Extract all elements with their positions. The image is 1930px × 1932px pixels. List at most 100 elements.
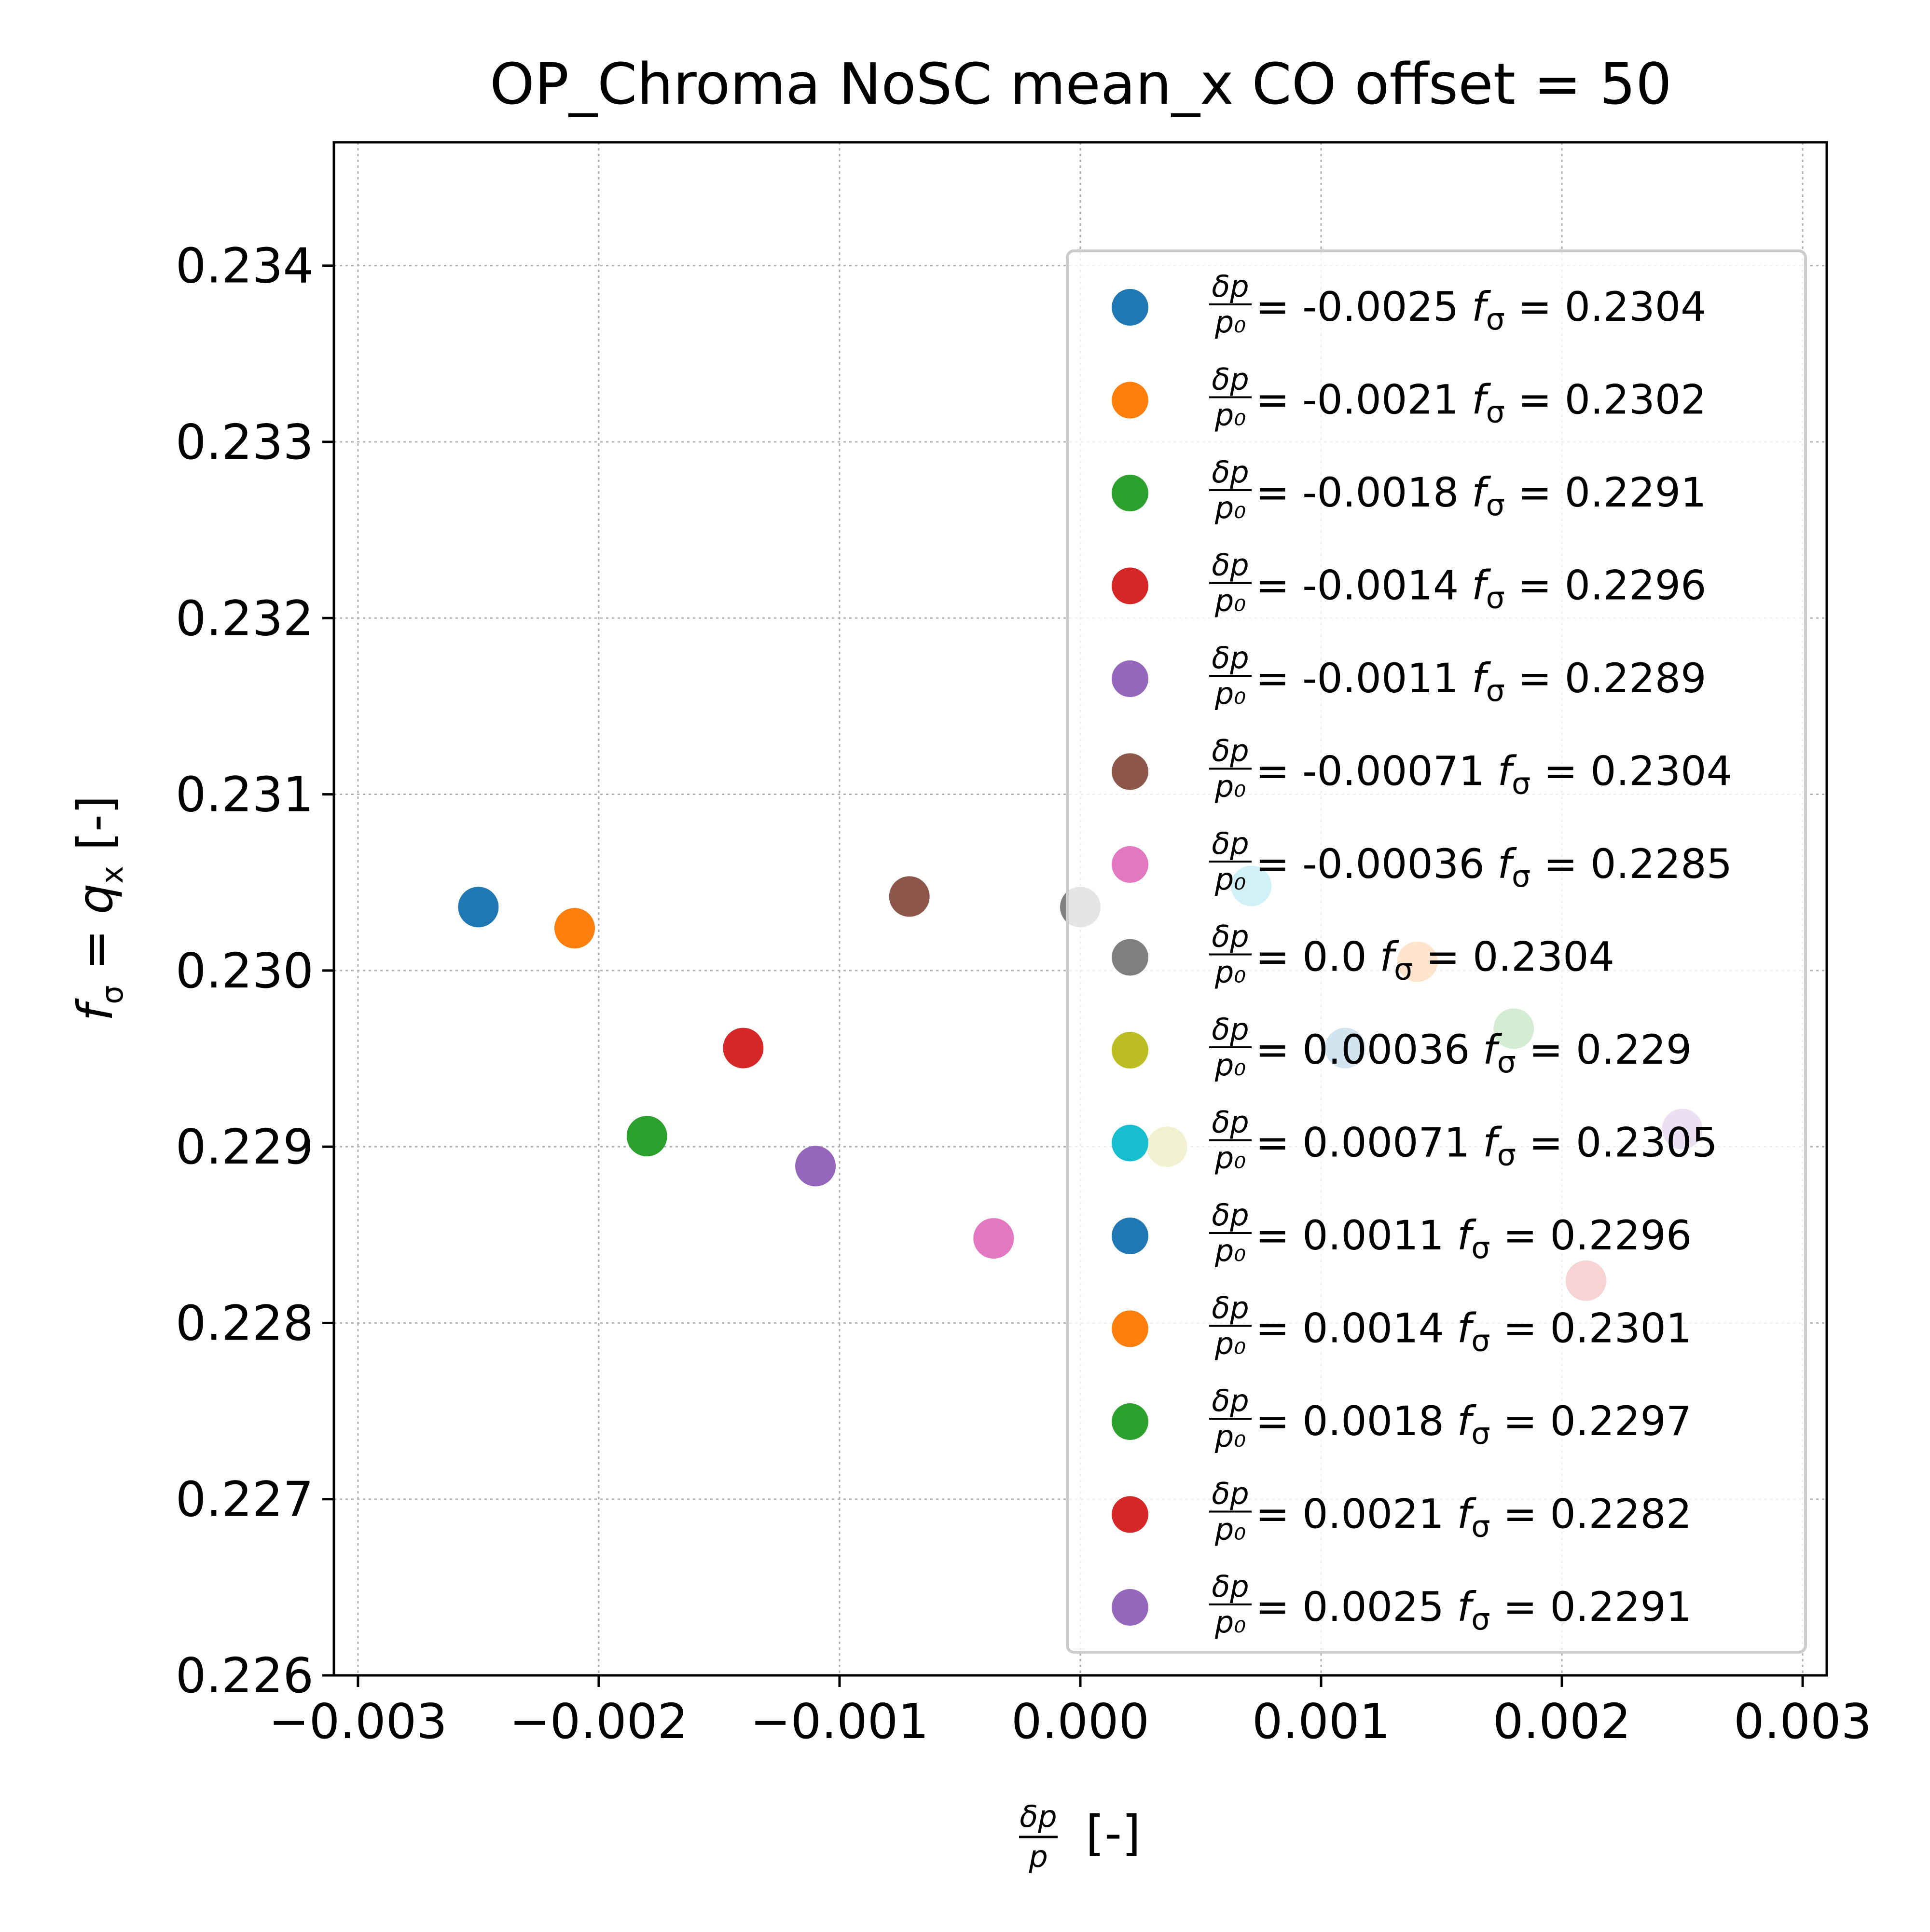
legend-frac-denominator: p₀ [1214, 1604, 1246, 1640]
legend-frac-numerator: δp [1212, 269, 1249, 304]
legend-marker [1112, 382, 1148, 419]
legend-label: = 0.00036 fσ = 0.229 [1255, 1026, 1692, 1080]
legend-frac-denominator: p₀ [1214, 1512, 1246, 1547]
legend-marker [1112, 1589, 1148, 1626]
legend-frac-denominator: p₀ [1214, 769, 1246, 804]
legend-label: = -0.0018 fσ = 0.2291 [1255, 469, 1707, 522]
y-label-q: q [67, 884, 124, 914]
y-axis-ticks: 0.226 0.227 0.228 0.229 0.230 0.231 0.232 0.233… [176, 238, 334, 1704]
legend-frac-numerator: δp [1212, 733, 1249, 768]
legend-frac-denominator: p₀ [1214, 1140, 1246, 1176]
legend-marker [1112, 289, 1148, 326]
legend-frac-denominator: p₀ [1214, 1419, 1246, 1454]
legend-frac-numerator: δp [1212, 1569, 1249, 1604]
x-axis-ticks: −0.003 −0.002 −0.001 0.000 0.001 0.002 0.003 [269, 1675, 1872, 1750]
x-tick-label: 0.001 [1252, 1693, 1390, 1750]
legend-frac-denominator: p₀ [1214, 490, 1246, 525]
x-tick-label: 0.000 [1011, 1693, 1149, 1750]
legend-label: = 0.0018 fσ = 0.2297 [1255, 1398, 1692, 1451]
legend-frac-denominator: p₀ [1214, 583, 1246, 618]
legend-frac-denominator: p₀ [1214, 676, 1246, 711]
legend-marker [1112, 846, 1148, 883]
legend-label: = 0.0011 fσ = 0.2296 [1255, 1212, 1692, 1265]
x-tick-label: −0.002 [510, 1693, 688, 1750]
y-tick-label: 0.229 [176, 1119, 314, 1175]
legend-label: = 0.0 fσ = 0.2304 [1255, 933, 1614, 987]
legend-marker [1112, 1032, 1148, 1069]
legend-marker [1112, 1496, 1148, 1533]
legend-frac-numerator: δp [1212, 826, 1249, 861]
svg-text:fσ = qx [-]: fσ = qx [-] [67, 795, 130, 1021]
y-label-unit: [-] [67, 795, 124, 866]
y-tick-label: 0.234 [176, 238, 314, 294]
legend-frac-numerator: δp [1212, 1105, 1249, 1140]
legend-frac-denominator: p₀ [1214, 397, 1246, 433]
y-tick-label: 0.232 [176, 590, 314, 646]
legend-marker [1112, 1218, 1148, 1254]
legend-label: = -0.0021 fσ = 0.2302 [1255, 376, 1707, 430]
legend-marker [1112, 939, 1148, 976]
x-tick-label: −0.003 [269, 1693, 447, 1750]
y-tick-label: 0.228 [176, 1295, 314, 1351]
y-tick-label: 0.227 [176, 1471, 314, 1528]
data-point [723, 1028, 764, 1069]
x-label-denominator: p [1028, 1839, 1048, 1874]
legend-frac-numerator: δp [1212, 1290, 1249, 1326]
legend-label: = 0.0014 fσ = 0.2301 [1255, 1305, 1692, 1358]
legend-frac-denominator: p₀ [1214, 955, 1246, 990]
data-point [795, 1146, 836, 1187]
data-point [626, 1116, 667, 1157]
legend-frac-numerator: δp [1212, 1012, 1249, 1047]
legend-frac-denominator: p₀ [1214, 862, 1246, 897]
y-tick-label: 0.231 [176, 767, 314, 823]
legend-label: = 0.00071 fσ = 0.2305 [1255, 1119, 1718, 1173]
x-axis-label: δp p [-] [1019, 1799, 1141, 1874]
y-label-q-sub: x [95, 866, 130, 884]
legend-label: = -0.00071 fσ = 0.2304 [1255, 748, 1732, 801]
legend-label: = -0.0011 fσ = 0.2289 [1255, 655, 1707, 708]
legend-marker [1112, 567, 1148, 604]
legend-frac-numerator: δp [1212, 919, 1249, 954]
y-label-f-sub: σ [95, 985, 130, 1004]
x-label-unit: [-] [1086, 1805, 1141, 1862]
chart-title: OP_Chroma NoSC mean_x CO offset = 50 [490, 51, 1672, 117]
legend-marker [1112, 753, 1148, 790]
y-tick-label: 0.230 [176, 943, 314, 999]
legend-marker [1112, 660, 1148, 697]
legend-frac-numerator: δp [1212, 640, 1249, 675]
legend-frac-numerator: δp [1212, 454, 1249, 490]
x-tick-label: 0.003 [1734, 1693, 1872, 1750]
x-tick-label: −0.001 [750, 1693, 929, 1750]
legend-label: = -0.0014 fσ = 0.2296 [1255, 562, 1707, 616]
x-tick-label: 0.002 [1493, 1693, 1631, 1750]
legend-frac-numerator: δp [1212, 1383, 1249, 1418]
data-point [889, 876, 930, 917]
legend-label: = -0.00036 fσ = 0.2285 [1255, 840, 1732, 894]
legend-label: = 0.0025 fσ = 0.2291 [1255, 1583, 1692, 1637]
legend-frac-denominator: p₀ [1214, 1047, 1246, 1082]
data-point [554, 908, 595, 949]
y-label-eq: = [67, 914, 124, 985]
y-tick-label: 0.226 [176, 1647, 314, 1704]
legend-frac-denominator: p₀ [1214, 1233, 1246, 1268]
legend-frac-numerator: δp [1212, 1197, 1249, 1233]
legend-marker [1112, 475, 1148, 511]
x-label-numerator: δp [1020, 1799, 1057, 1834]
legend-marker [1112, 1310, 1148, 1347]
data-point [458, 887, 499, 928]
legend-frac-numerator: δp [1212, 548, 1249, 583]
legend-frac-denominator: p₀ [1214, 1326, 1246, 1361]
